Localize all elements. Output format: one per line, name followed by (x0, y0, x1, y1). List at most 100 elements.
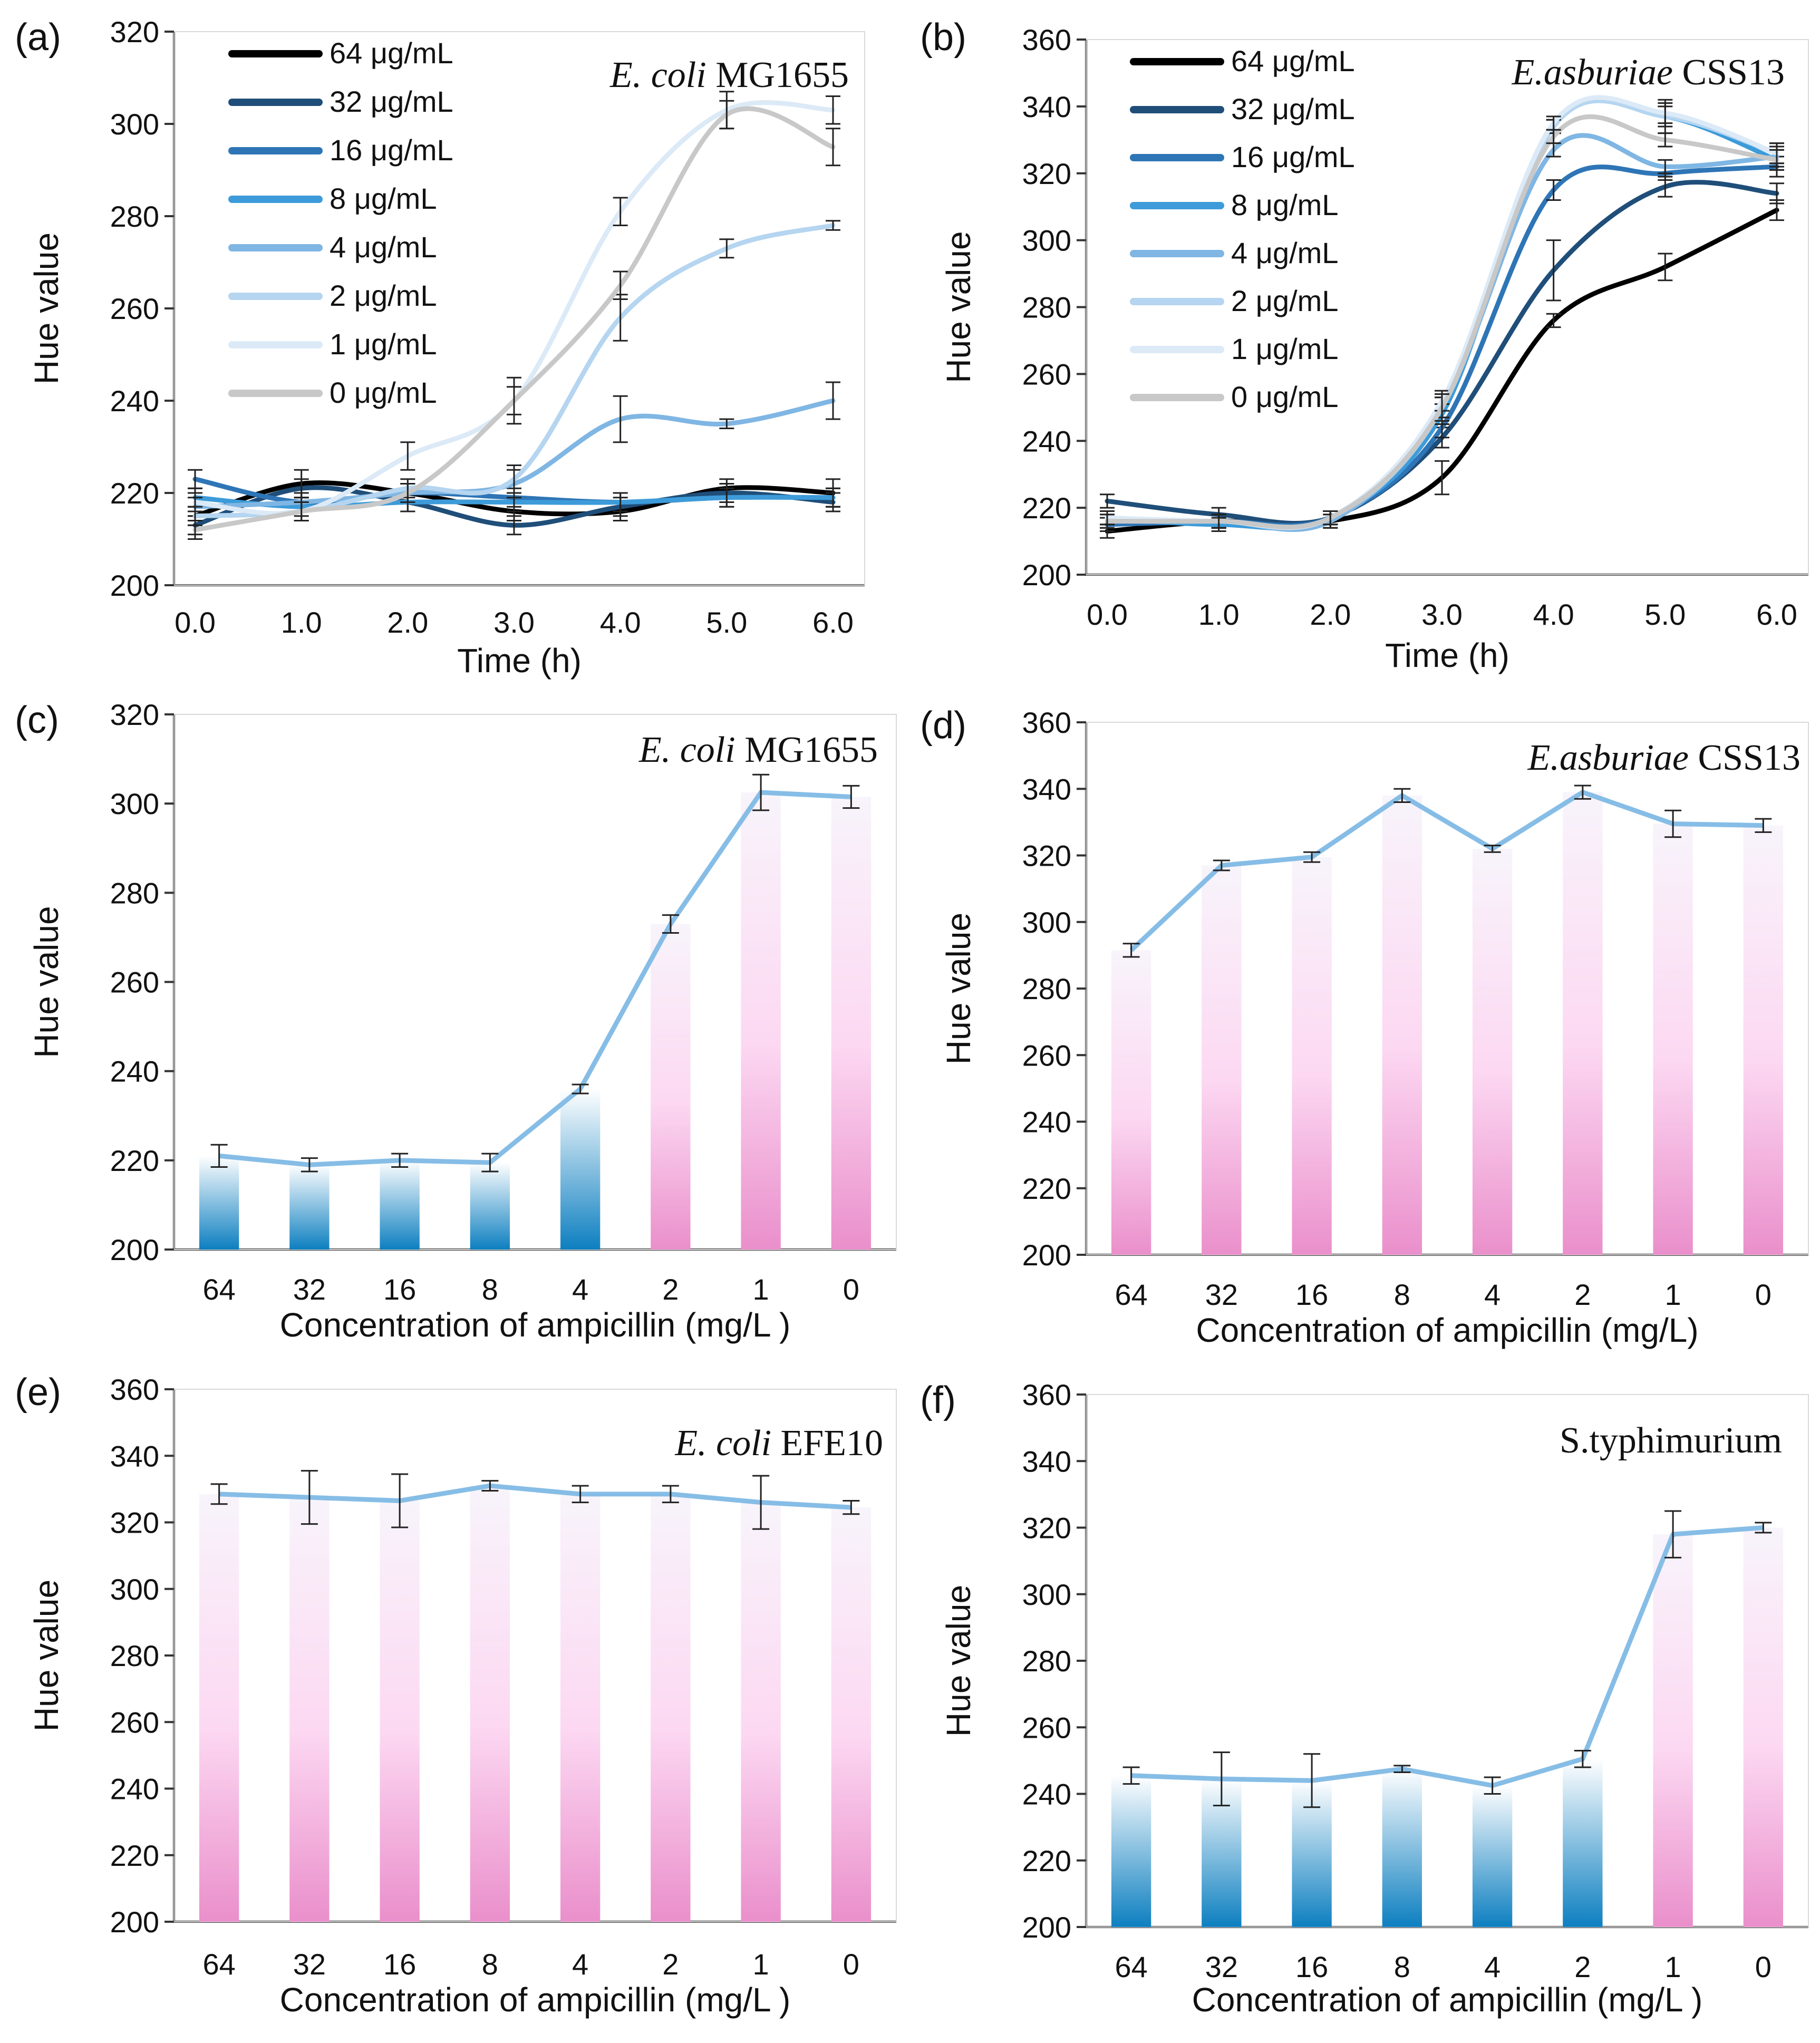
x-tick-label: 64 (202, 1273, 235, 1306)
y-tick-label: 280 (1022, 1644, 1071, 1678)
panel-label: (b) (920, 16, 966, 59)
panel-label: (d) (920, 704, 966, 747)
x-tick-label: 1 (753, 1273, 769, 1306)
x-tick-label: 4 (1484, 1278, 1500, 1311)
x-tick-label: 2 (1574, 1950, 1591, 1983)
bar (1653, 824, 1693, 1255)
y-tick-label: 220 (110, 1144, 159, 1177)
bar (199, 1156, 239, 1250)
x-tick-label: 4 (1484, 1950, 1500, 1983)
legend-entry: 32 μg/mL (330, 85, 453, 118)
y-tick-label: 200 (1022, 1911, 1071, 1944)
bar (651, 924, 691, 1250)
y-tick-label: 240 (110, 1773, 159, 1806)
y-tick-label: 360 (1022, 706, 1071, 739)
bar (1563, 1759, 1603, 1927)
x-tick-label: 1 (1665, 1278, 1681, 1311)
bar (1563, 792, 1603, 1255)
y-axis-label: Hue value (940, 913, 977, 1064)
bar (199, 1494, 239, 1922)
error-bar (662, 1485, 679, 1504)
x-axis-label: Concentration of ampicillin (mg/L) (1196, 1311, 1698, 1349)
chart-title-species: E.asburiae (1527, 738, 1689, 778)
x-tick-label: 64 (202, 1948, 235, 1981)
y-tick-label: 360 (1022, 1378, 1071, 1411)
legend-entry: 0 μg/mL (1231, 380, 1338, 413)
y-tick-label: 320 (110, 698, 159, 731)
x-tick-label: 4.0 (600, 606, 641, 639)
y-tick-label: 340 (1022, 90, 1071, 123)
error-bar (1658, 253, 1673, 282)
y-tick-label: 220 (110, 1839, 159, 1872)
bar (560, 1494, 601, 1922)
error-bar (1755, 1522, 1772, 1534)
x-tick-label: 0.0 (175, 606, 216, 639)
error-bar (1546, 313, 1561, 328)
x-tick-label: 16 (1295, 1950, 1328, 1983)
error-bar (752, 773, 770, 811)
legend-entry: 4 μg/mL (330, 230, 437, 264)
y-axis-label: Hue value (27, 233, 65, 384)
chart-title-strain: CSS13 (1673, 52, 1785, 93)
error-bar (719, 100, 734, 130)
y-tick-label: 220 (1022, 491, 1071, 525)
panel-label: (f) (920, 1379, 956, 1421)
y-tick-label: 220 (110, 477, 159, 510)
error-bar (719, 418, 734, 429)
error-bar (400, 483, 415, 503)
y-tick-label: 280 (110, 1639, 159, 1672)
panel-label: (c) (15, 699, 59, 741)
x-tick-label: 1.0 (1198, 598, 1240, 631)
error-bar (613, 270, 628, 300)
chart-title-strain: CSS13 (1689, 738, 1800, 778)
y-tick-label: 300 (110, 1573, 159, 1606)
error-bar (1122, 1766, 1140, 1785)
x-tick-label: 32 (293, 1273, 326, 1306)
error-bar (826, 95, 840, 125)
y-tick-label: 200 (1022, 1238, 1071, 1272)
chart-title-strain: MG1655 (735, 730, 878, 770)
chart-title-strain: S.typhimurium (1560, 1420, 1782, 1461)
y-tick-label: 340 (1022, 772, 1071, 806)
error-bar (826, 128, 840, 167)
error-bar (1574, 785, 1591, 800)
bar (831, 1507, 872, 1922)
x-tick-label: 8 (1394, 1278, 1410, 1311)
chart-title: E. coli MG1655 (638, 730, 878, 770)
error-bar (507, 515, 521, 536)
error-bar (1100, 493, 1115, 509)
error-bar (1323, 510, 1338, 526)
x-tick-label: 3.0 (493, 606, 535, 639)
x-axis-label: Time (h) (457, 642, 582, 680)
x-tick-label: 5.0 (706, 606, 747, 639)
error-bar (752, 1475, 770, 1530)
error-bar (1769, 149, 1784, 171)
y-tick-label: 240 (110, 384, 159, 418)
x-tick-label: 8 (1394, 1950, 1410, 1983)
y-tick-label: 200 (110, 569, 159, 602)
x-tick-label: 0.0 (1087, 598, 1128, 631)
bar (289, 1497, 330, 1922)
x-tick-label: 0 (843, 1273, 859, 1306)
y-tick-label: 300 (110, 108, 159, 141)
error-bar (481, 1153, 499, 1173)
x-tick-label: 6.0 (1756, 598, 1797, 631)
error-bar (719, 487, 734, 508)
y-tick-label: 240 (1022, 1778, 1071, 1811)
plot-area (173, 1389, 897, 1922)
chart-title-species: E. coli (609, 55, 706, 95)
error-bar (1574, 1749, 1591, 1768)
y-tick-label: 320 (1022, 157, 1071, 190)
plot-area (1086, 1394, 1809, 1928)
error-bar (572, 1485, 589, 1504)
y-tick-label: 260 (110, 966, 159, 999)
chart-title: E.asburiae CSS13 (1527, 738, 1800, 778)
error-bar (1100, 514, 1115, 529)
x-tick-label: 32 (293, 1948, 326, 1981)
legend-entry: 64 μg/mL (1231, 44, 1355, 78)
y-tick-label: 360 (1022, 23, 1071, 56)
error-bar (400, 441, 415, 471)
